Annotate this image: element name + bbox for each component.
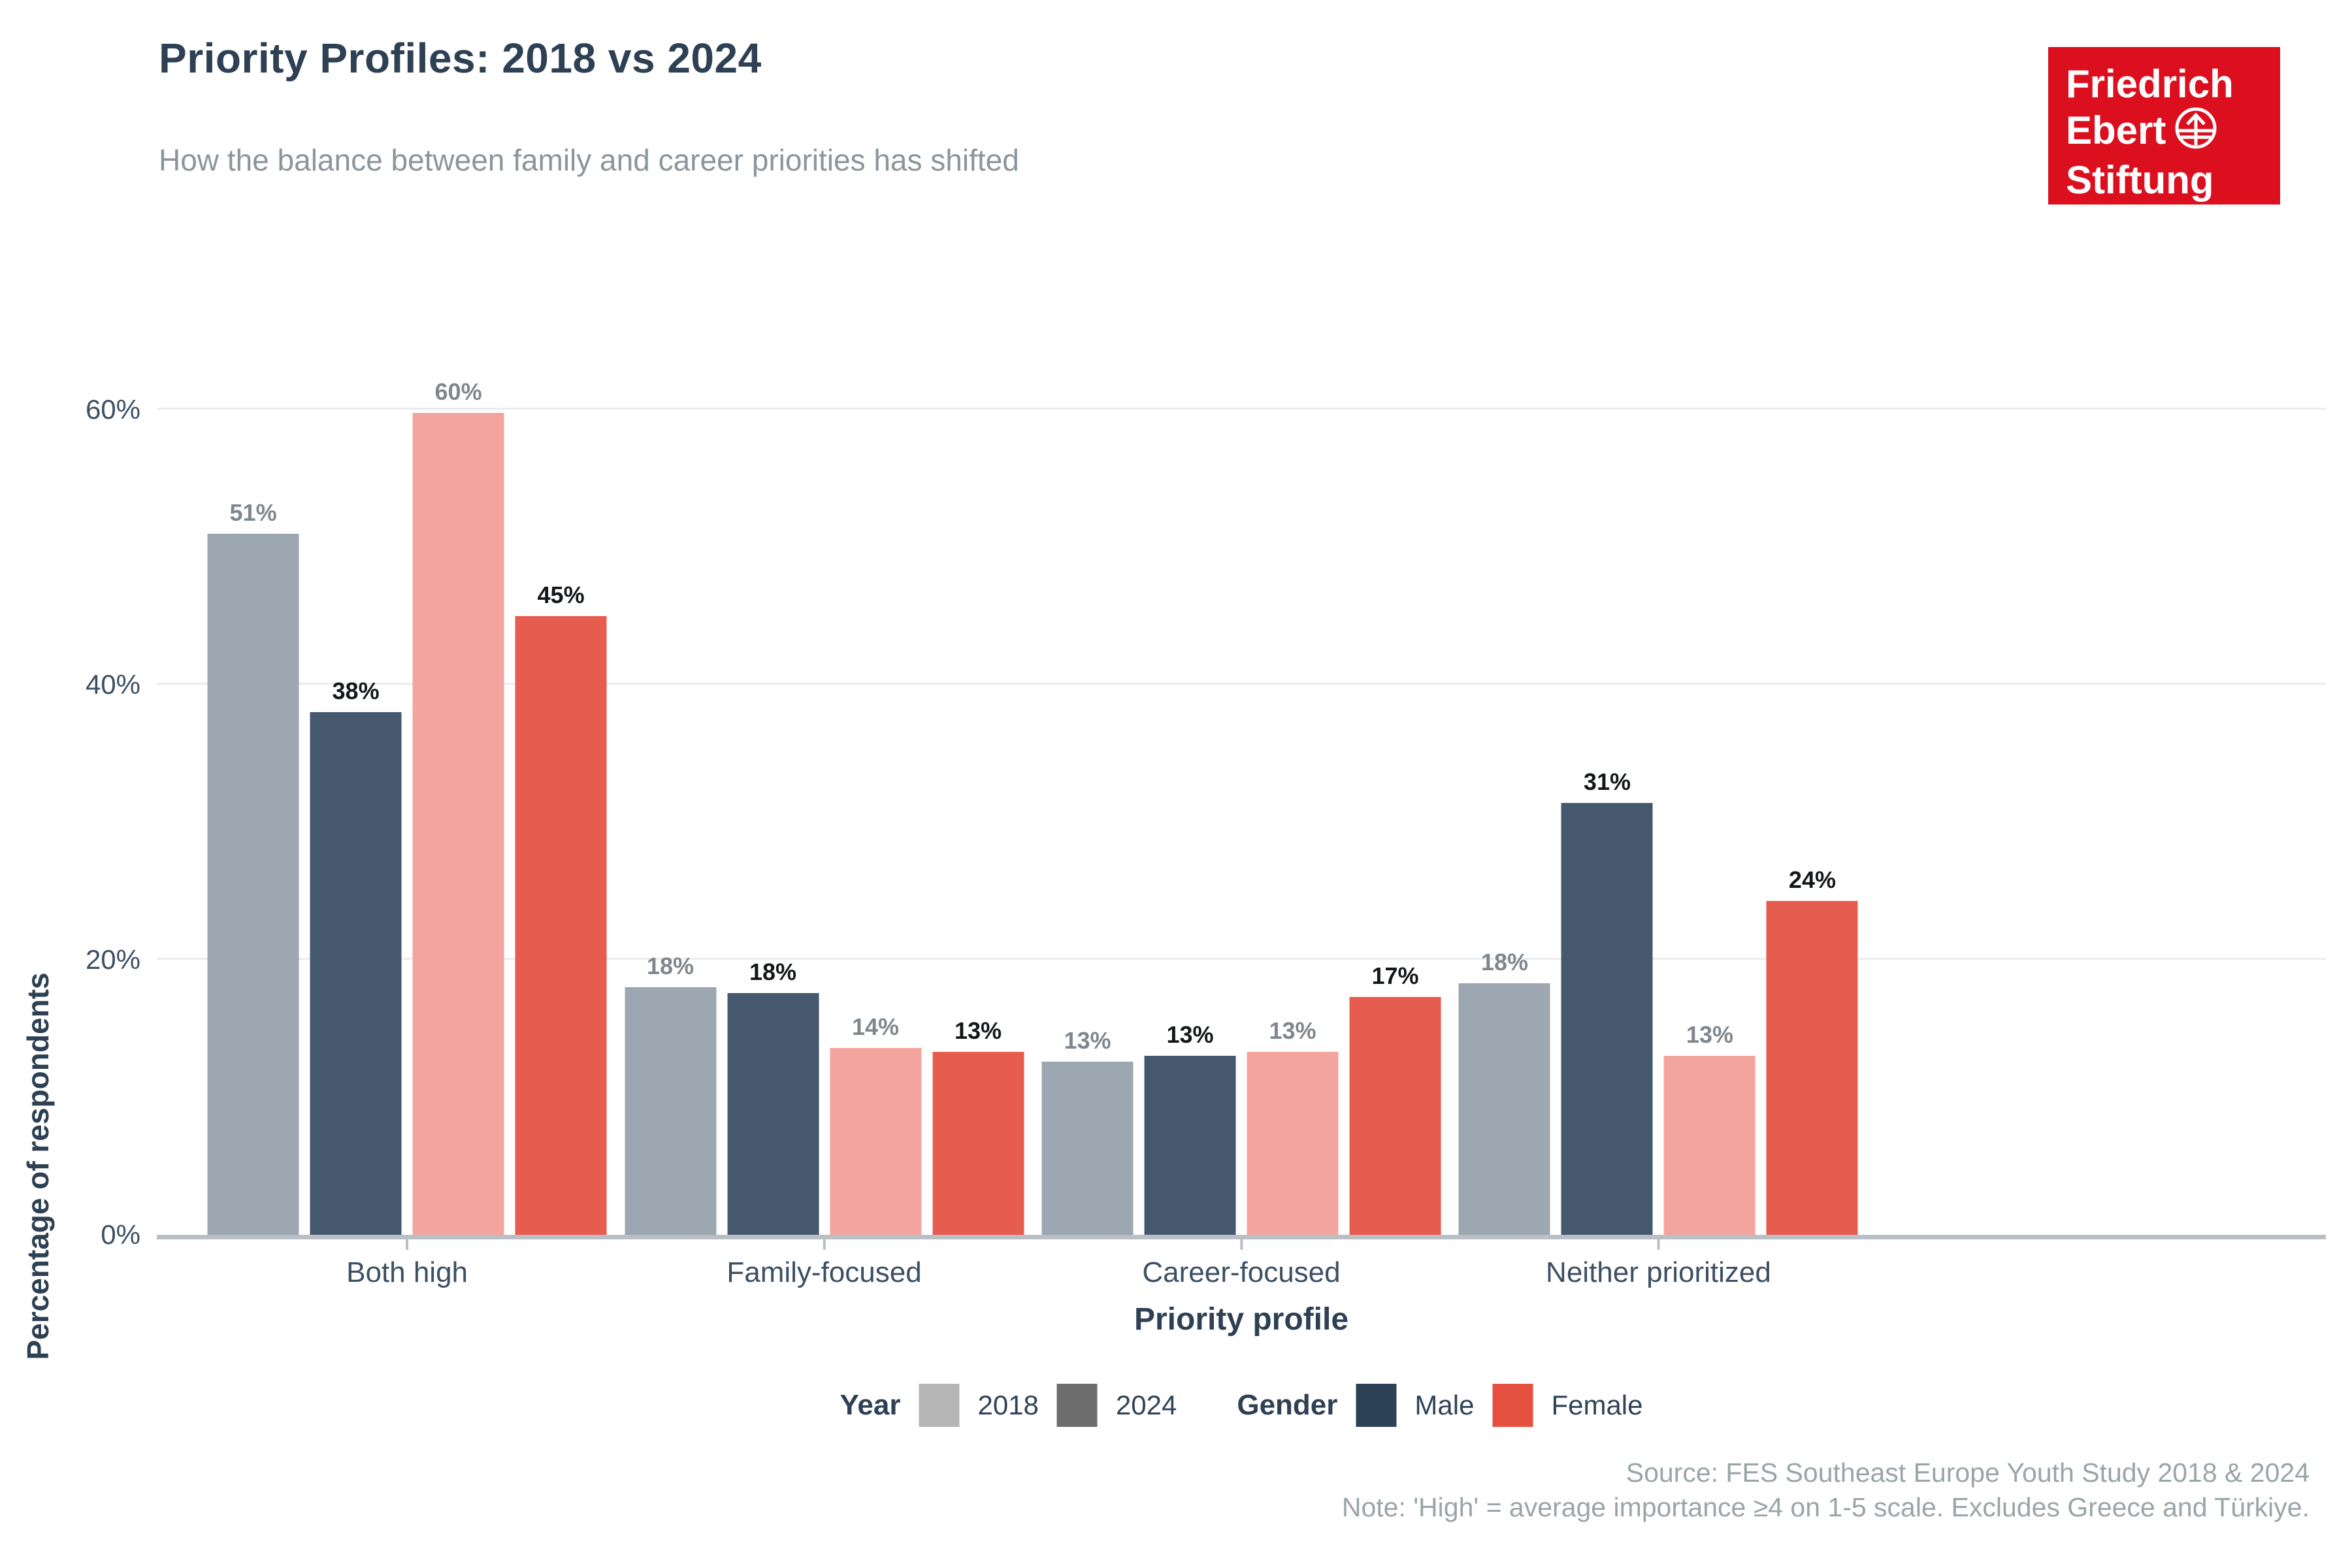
logo-line-1: Friedrich [2066, 62, 2234, 106]
bar-wrap: 18% [727, 366, 819, 1235]
bar-group-2: 18% 18% 14% 13% [625, 366, 1024, 1235]
bar-wrap: 17% [1349, 366, 1441, 1235]
bar-male-2024 [310, 712, 402, 1235]
bar-value-label: 13% [1064, 1026, 1111, 1054]
x-axis-line [157, 1235, 2326, 1239]
bar-wrap: 24% [1766, 366, 1858, 1235]
page-title: Priority Profiles: 2018 vs 2024 [159, 35, 762, 82]
bar-wrap: 13% [1663, 366, 1756, 1235]
bar-wrap: 14% [830, 366, 922, 1235]
bar-male-2024 [1144, 1056, 1236, 1235]
y-tick-label: 40% [85, 669, 140, 700]
bar-wrap: 13% [1041, 366, 1134, 1235]
bar-value-label: 31% [1583, 768, 1631, 796]
logo-line-2: Ebert [2066, 106, 2280, 159]
y-tick-label: 60% [85, 394, 140, 425]
x-category-cell: Both high [346, 1239, 468, 1289]
y-tick-label: 0% [101, 1219, 140, 1250]
bar-value-label: 24% [1788, 866, 1836, 893]
bar-value-label: 13% [955, 1017, 1002, 1045]
x-category-label: Both high [346, 1256, 468, 1288]
bar-wrap: 38% [310, 366, 402, 1235]
bar-female-2024 [1349, 996, 1441, 1235]
legend-swatch-female [1492, 1384, 1533, 1427]
y-tick-label: 20% [85, 944, 140, 975]
bar-value-label: 60% [434, 378, 482, 405]
plot-area: Percentage of respondents 0% 20% 40% 60% 51%… [21, 366, 2326, 1360]
legend-swatch-2024 [1056, 1384, 1098, 1427]
bar-female-2018 [1663, 1056, 1756, 1235]
globe-arrow-icon [2174, 106, 2218, 159]
bar-wrap: 13% [1247, 366, 1339, 1235]
fes-logo: Friedrich Ebert Stiftung [2048, 47, 2280, 204]
footer-note: Note: 'High' = average importance ≥4 on … [1341, 1492, 2310, 1522]
bar-female-2018 [830, 1047, 922, 1235]
page-subtitle: How the balance between family and caree… [159, 143, 1019, 177]
logo-line-2-text: Ebert [2066, 108, 2166, 152]
bar-wrap: 18% [1458, 366, 1550, 1235]
legend-swatch-male [1356, 1384, 1397, 1427]
x-category-cell: Family-focused [727, 1239, 922, 1289]
x-category-cell: Career-focused [1142, 1239, 1341, 1289]
bar-male-2024 [1561, 803, 1653, 1235]
bar-female-2018 [412, 412, 504, 1235]
legend-year-title: Year [840, 1389, 901, 1421]
bar-wrap: 13% [932, 366, 1024, 1235]
bar-male-2018 [1458, 983, 1550, 1235]
bar-wrap: 18% [625, 366, 717, 1235]
gridline-20 [157, 958, 2326, 960]
bar-value-label: 51% [229, 498, 277, 526]
legend-gender-title: Gender [1237, 1389, 1338, 1421]
footer: Source: FES Southeast Europe Youth Study… [1342, 1456, 2310, 1525]
x-category-label: Neither prioritized [1546, 1256, 1771, 1288]
bar-group-1: 51% 38% 60% 45% [207, 366, 607, 1235]
bar-male-2018 [1041, 1061, 1134, 1235]
bar-value-label: 38% [332, 678, 380, 705]
bar-female-2024 [515, 616, 607, 1235]
bar-value-label: 45% [537, 581, 585, 609]
bar-value-label: 13% [1686, 1021, 1733, 1049]
x-tick-mark [406, 1239, 409, 1250]
x-category-label: Family-focused [727, 1256, 922, 1288]
x-axis-title: Priority profile [1134, 1302, 1349, 1337]
bar-female-2018 [1247, 1052, 1339, 1235]
bar-value-label: 17% [1371, 962, 1419, 989]
bar-wrap: 60% [412, 366, 504, 1235]
logo-line-3: Stiftung [2066, 158, 2214, 202]
bar-value-label: 13% [1269, 1017, 1316, 1045]
legend: Year 2018 2024 Gender Male Female [840, 1384, 1643, 1427]
legend-label-male: Male [1414, 1390, 1475, 1420]
bar-value-label: 18% [1480, 948, 1528, 975]
legend-label-2024: 2024 [1115, 1390, 1177, 1420]
gridline-40 [157, 683, 2326, 685]
bar-value-label: 14% [852, 1013, 900, 1040]
bar-male-2018 [207, 533, 299, 1235]
bar-wrap: 51% [207, 366, 299, 1235]
legend-label-2018: 2018 [977, 1390, 1039, 1420]
bar-wrap: 45% [515, 366, 607, 1235]
bar-wrap: 13% [1144, 366, 1236, 1235]
bar-value-label: 13% [1166, 1021, 1214, 1049]
bar-female-2024 [1766, 900, 1858, 1235]
x-category-label: Career-focused [1142, 1256, 1341, 1288]
x-tick-mark [823, 1239, 826, 1250]
x-tick-mark [1657, 1239, 1660, 1250]
bar-value-label: 18% [749, 958, 797, 985]
legend-label-female: Female [1551, 1390, 1643, 1420]
bar-value-label: 18% [647, 953, 694, 980]
x-tick-mark [1239, 1239, 1243, 1250]
bar-group-4: 18% 31% 13% 24% [1458, 366, 1858, 1235]
bar-wrap: 31% [1561, 366, 1653, 1235]
x-category-cell: Neither prioritized [1546, 1239, 1771, 1289]
bar-group-3: 13% 13% 13% 17% [1041, 366, 1441, 1235]
bar-male-2018 [625, 987, 717, 1235]
gridline-60 [157, 408, 2326, 410]
bar-female-2024 [932, 1052, 1024, 1235]
footer-source: Source: FES Southeast Europe Youth Study… [1625, 1458, 2310, 1488]
x-axis: Both high Family-focused Career-focused Nei… [157, 1239, 2326, 1331]
legend-swatch-2018 [919, 1384, 960, 1427]
bar-male-2024 [727, 992, 819, 1235]
y-axis-title: Percentage of respondents [21, 972, 55, 1360]
